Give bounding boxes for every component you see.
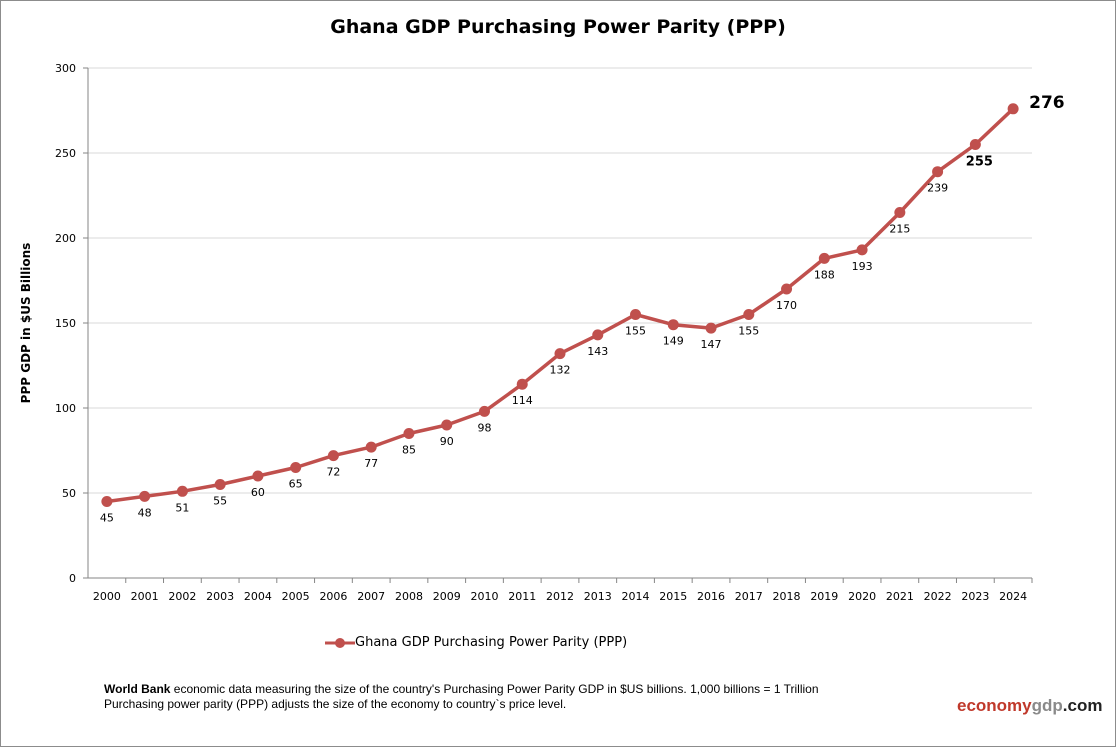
y-tick-label: 100 (55, 402, 76, 415)
y-tick-label: 50 (62, 487, 76, 500)
x-tick-label: 2020 (848, 590, 876, 603)
data-label: 143 (587, 345, 608, 358)
logo-part-1: economy (957, 696, 1032, 715)
x-tick-label: 2004 (244, 590, 272, 603)
legend: Ghana GDP Purchasing Power Parity (PPP) (325, 635, 627, 650)
x-tick-label: 2013 (584, 590, 612, 603)
data-label: 239 (927, 182, 948, 195)
x-tick-label: 2002 (168, 590, 196, 603)
data-label: 51 (175, 501, 189, 514)
data-point (516, 378, 528, 390)
data-point (176, 485, 188, 497)
data-point (365, 441, 377, 453)
x-tick-label: 2017 (735, 590, 763, 603)
data-point (705, 322, 717, 334)
data-point (894, 207, 906, 218)
data-label: 132 (550, 364, 571, 377)
x-tick-label: 2018 (773, 590, 801, 603)
data-label: 149 (663, 335, 684, 348)
footer-line-1: economic data measuring the size of the … (170, 682, 819, 696)
y-tick-label: 150 (55, 317, 76, 330)
x-tick-label: 2003 (206, 590, 234, 603)
data-label: 48 (138, 506, 152, 519)
x-tick-label: 2005 (282, 590, 310, 603)
x-tick-label: 2023 (961, 590, 989, 603)
data-point (1007, 103, 1019, 115)
data-label: 72 (326, 466, 340, 479)
x-tick-label: 2006 (319, 590, 347, 603)
data-label: 276 (1029, 93, 1065, 113)
data-point (554, 348, 566, 360)
x-tick-label: 2015 (659, 590, 687, 603)
data-label: 65 (289, 478, 303, 491)
data-label: 77 (364, 457, 378, 470)
y-axis-label: PPP GDP in $US Billions (19, 243, 33, 404)
data-point (818, 252, 830, 264)
series-line (106, 107, 1015, 504)
x-tick-label: 2022 (924, 590, 952, 603)
x-tick-label: 2019 (810, 590, 838, 603)
footer-note: World Bank economic data measuring the s… (104, 682, 819, 712)
x-tick-label: 2008 (395, 590, 423, 603)
data-point (969, 139, 981, 150)
data-point (478, 405, 490, 417)
data-label: 114 (512, 394, 533, 407)
x-tick-label: 2010 (470, 590, 498, 603)
data-point (932, 166, 944, 178)
x-tick-label: 2024 (999, 590, 1027, 603)
data-label: 45 (100, 512, 114, 525)
data-point (290, 462, 302, 473)
data-point (667, 319, 679, 331)
data-label: 170 (776, 299, 797, 312)
data-point (743, 309, 755, 320)
data-label: 155 (738, 325, 759, 338)
y-tick-label: 300 (55, 62, 76, 75)
data-point (252, 470, 264, 482)
logo-part-2: gdp (1031, 696, 1063, 715)
x-tick-label: 2007 (357, 590, 385, 603)
data-label: 155 (625, 325, 646, 338)
logo: economygdp.com (957, 696, 1102, 716)
data-point (441, 419, 453, 431)
data-label: 90 (440, 435, 454, 448)
data-label: 85 (402, 444, 416, 457)
data-point (403, 428, 415, 439)
x-tick-label: 2021 (886, 590, 914, 603)
data-point (214, 479, 226, 490)
data-label: 98 (477, 421, 491, 434)
data-point (592, 329, 604, 341)
data-label: 60 (251, 486, 265, 499)
data-label: 55 (213, 495, 227, 508)
data-point (101, 496, 113, 507)
footer-line-2: Purchasing power parity (PPP) adjusts th… (104, 697, 567, 711)
data-label: 255 (966, 155, 993, 170)
x-tick-label: 2011 (508, 590, 536, 603)
x-tick-label: 2009 (433, 590, 461, 603)
data-point (630, 309, 642, 320)
x-tick-label: 2016 (697, 590, 725, 603)
chart-title: Ghana GDP Purchasing Power Parity (PPP) (330, 16, 786, 38)
x-tick-label: 2014 (622, 590, 650, 603)
y-tick-label: 200 (55, 232, 76, 245)
y-tick-label: 0 (69, 572, 76, 585)
legend-label: Ghana GDP Purchasing Power Parity (PPP) (355, 635, 628, 650)
data-label: 188 (814, 268, 835, 281)
data-point (781, 283, 793, 295)
x-tick-label: 2000 (93, 590, 121, 603)
y-tick-label: 250 (55, 147, 76, 160)
legend-marker-icon (325, 637, 355, 648)
data-point (327, 450, 339, 462)
data-label: 147 (701, 338, 722, 351)
x-tick-label: 2012 (546, 590, 574, 603)
x-tick-label: 2001 (131, 590, 159, 603)
source-name: World Bank (104, 682, 171, 696)
logo-part-3: .com (1062, 696, 1103, 715)
data-label: 193 (852, 260, 873, 273)
data-label: 215 (889, 223, 910, 236)
data-point (856, 244, 868, 256)
data-point (139, 490, 151, 502)
